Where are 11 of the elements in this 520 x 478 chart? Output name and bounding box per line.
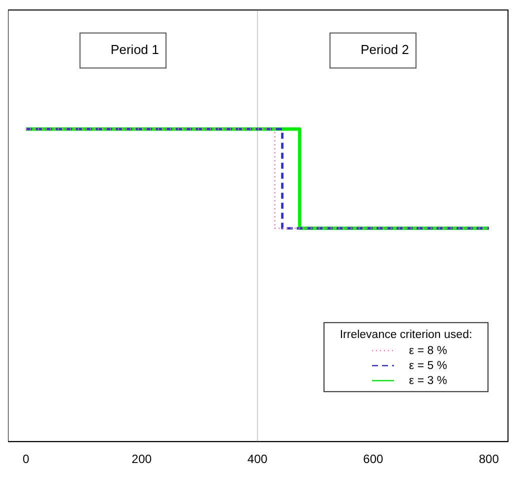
x-tick-label: 400 — [247, 452, 268, 466]
legend-label: ε = 3 % — [409, 374, 448, 387]
x-tick-label: 0 — [22, 452, 30, 466]
text: Period 1 — [110, 42, 159, 58]
legend-label: ε = 8 % — [409, 344, 448, 357]
text: Period 2 — [360, 42, 409, 58]
x-tick-label: 200 — [132, 452, 152, 466]
x-tick-label: 600 — [363, 452, 384, 466]
legend-title: Irrelevance criterion used: — [340, 328, 472, 341]
legend-label: ε = 5 % — [409, 360, 448, 372]
x-tick-label: 800 — [478, 452, 500, 466]
